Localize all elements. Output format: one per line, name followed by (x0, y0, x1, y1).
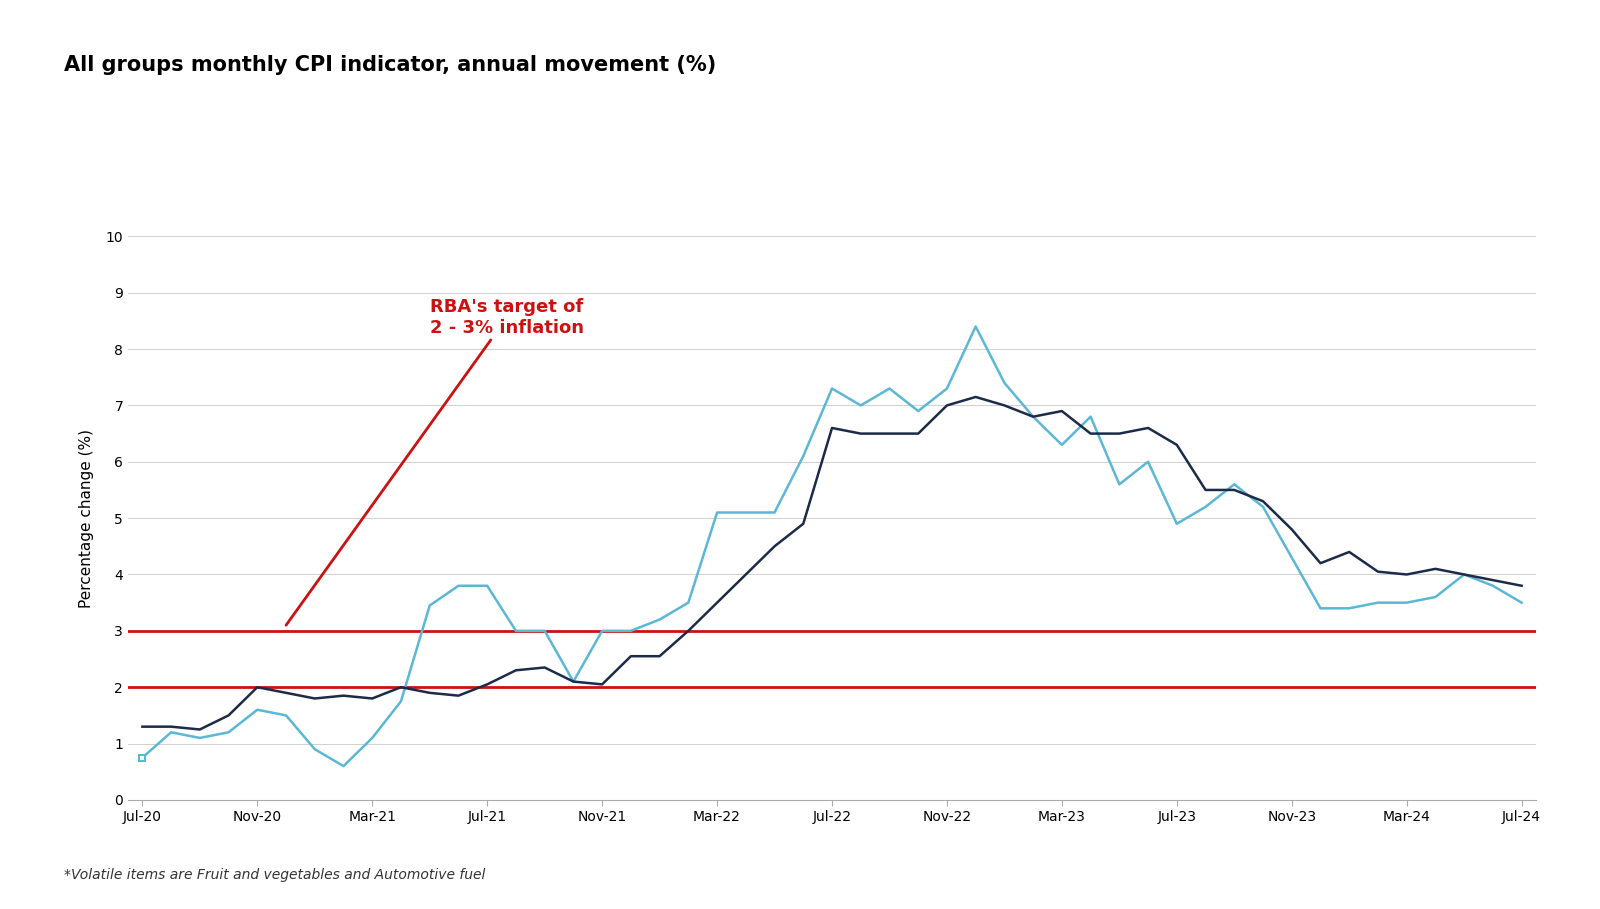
Text: All groups monthly CPI indicator, annual movement (%): All groups monthly CPI indicator, annual… (64, 55, 717, 75)
Text: *Volatile items are Fruit and vegetables and Automotive fuel: *Volatile items are Fruit and vegetables… (64, 868, 485, 882)
Y-axis label: Percentage change (%): Percentage change (%) (80, 429, 94, 607)
Text: RBA's target of
2 - 3% inflation: RBA's target of 2 - 3% inflation (286, 298, 584, 625)
